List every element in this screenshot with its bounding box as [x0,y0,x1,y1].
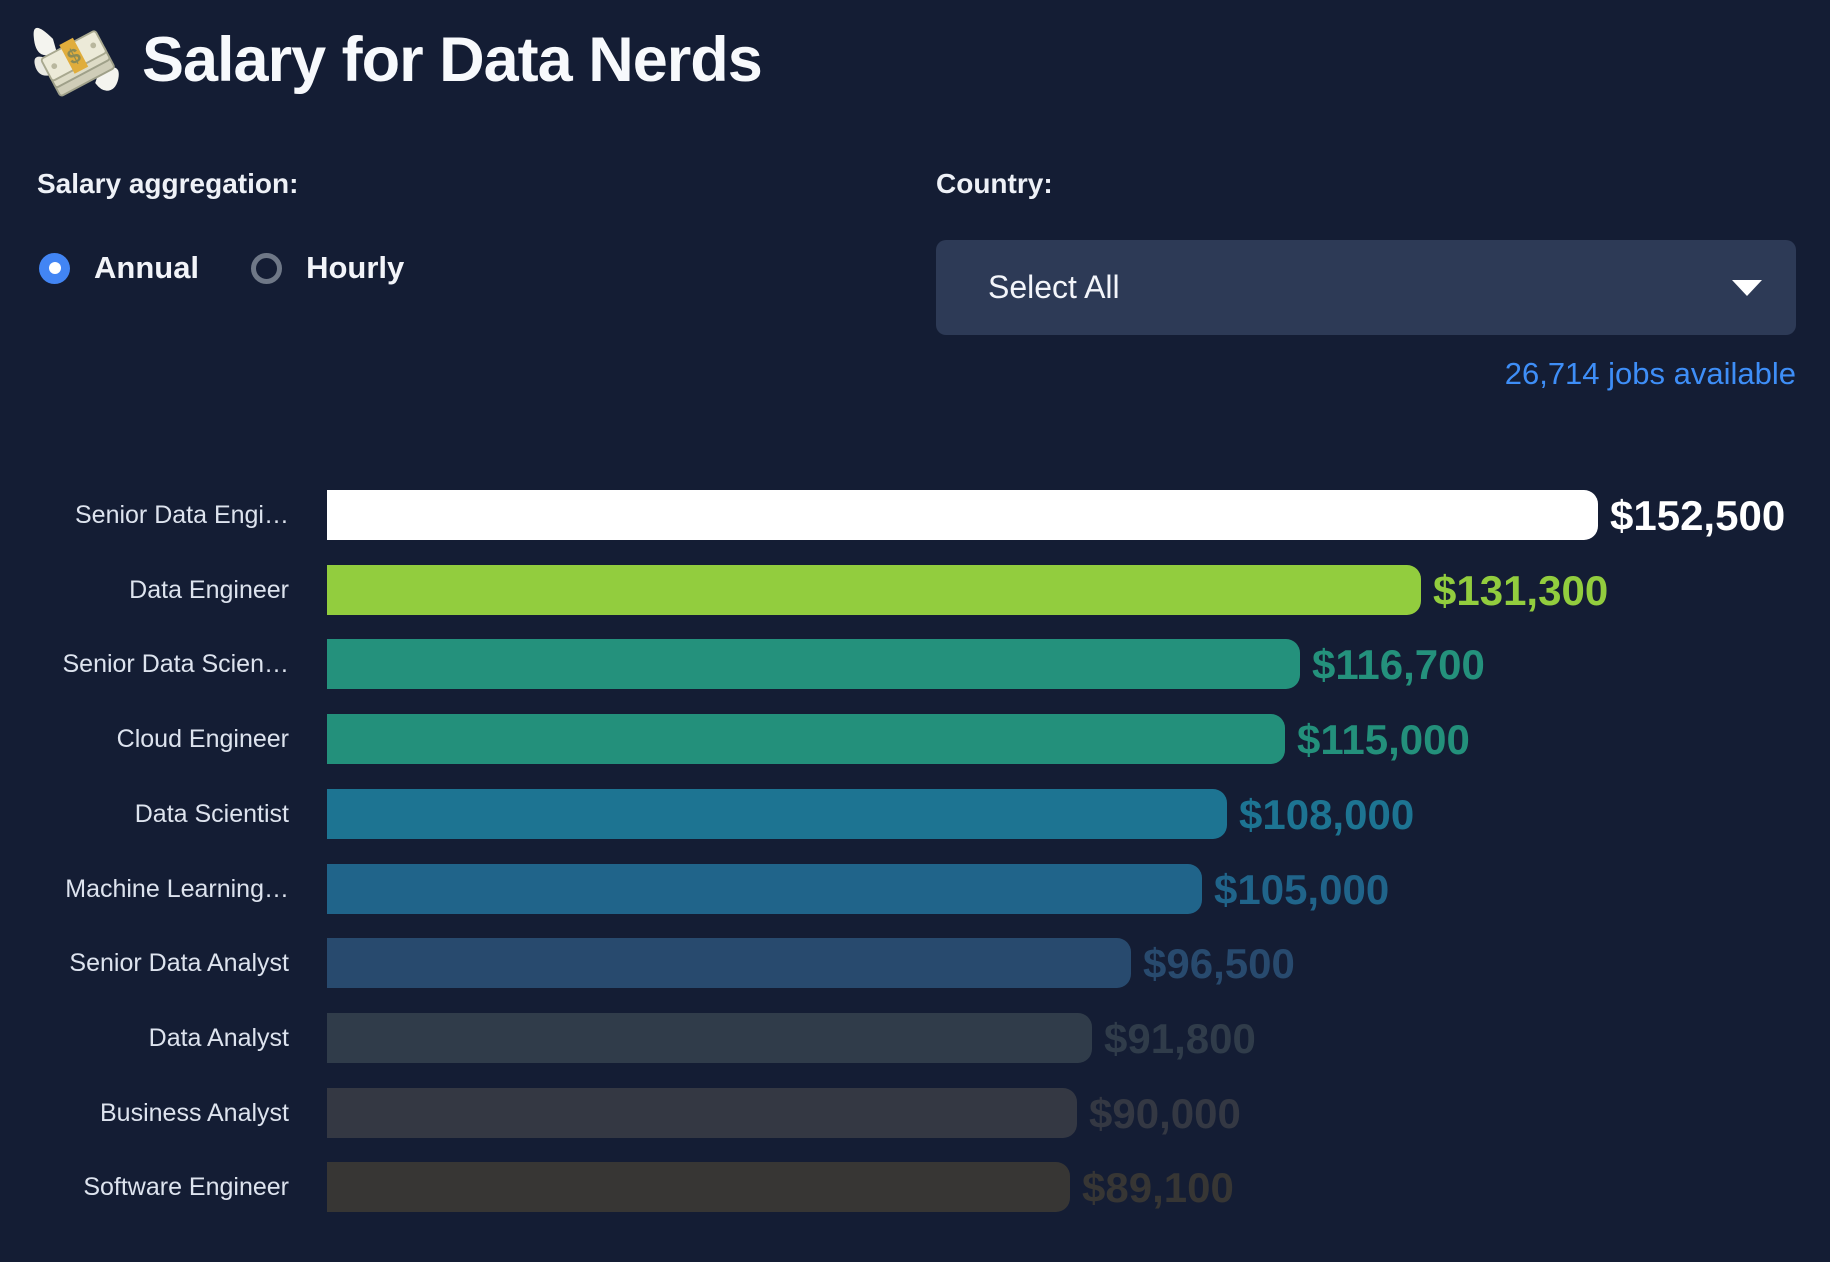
page-title: Salary for Data Nerds [142,25,763,95]
radio-option-hourly[interactable]: Hourly [251,250,404,286]
chart-row: Data Engineer $131,300 [0,565,1830,615]
salary-aggregation-radio-group: Annual Hourly [39,250,404,286]
bar-label: Data Engineer [129,576,289,604]
bar [327,864,1202,914]
bar-value: $96,500 [1143,940,1295,987]
header: $ Salary for Data Nerds [28,14,763,106]
bar [327,1088,1077,1138]
chart-row: Machine Learning… $105,000 [0,864,1830,914]
chart-row: Data Analyst $91,800 [0,1013,1830,1063]
bar [327,1162,1070,1212]
chart-row: Senior Data Scien… $116,700 [0,639,1830,689]
chart-row: Cloud Engineer $115,000 [0,714,1830,764]
chart-row: Senior Data Engi… $152,500 [0,490,1830,540]
chart-row: Data Scientist $108,000 [0,789,1830,839]
bar [327,789,1227,839]
bar [327,565,1421,615]
bar-value: $91,800 [1104,1015,1256,1062]
bar [327,1013,1092,1063]
radio-label-hourly: Hourly [306,250,405,285]
bar-value: $116,700 [1312,641,1485,688]
bar-value: $152,500 [1610,492,1786,539]
bar [327,714,1285,764]
bar-value: $108,000 [1239,791,1415,838]
salary-bar-chart: Senior Data Engi… $152,500 Data Engineer $1… [0,490,1830,1250]
chart-row: Business Analyst $90,000 [0,1088,1830,1138]
chart-row: Senior Data Analyst $96,500 [0,938,1830,988]
bar-label: Cloud Engineer [116,725,289,753]
radio-label-annual: Annual [94,250,200,285]
bar-label: Data Analyst [148,1024,289,1052]
bar-value: $131,300 [1433,567,1609,614]
bar-label: Senior Data Scien… [62,650,289,678]
salary-aggregation-label: Salary aggregation: [37,168,299,199]
country-dropdown-value: Select All [988,269,1120,305]
bar-label: Software Engineer [83,1173,289,1201]
bar-value: $115,000 [1297,716,1470,763]
bar-value: $89,100 [1082,1164,1234,1211]
bar [327,639,1300,689]
jobs-available-count: 26,714 jobs available [1504,356,1796,391]
bar-label: Machine Learning… [65,875,289,903]
chart-row: Software Engineer $89,100 [0,1162,1830,1212]
country-label: Country: [936,168,1053,199]
bar-label: Data Scientist [134,800,289,828]
bar-value: $105,000 [1214,866,1390,913]
radio-button-hourly[interactable] [251,252,283,284]
country-dropdown[interactable]: Select All [936,240,1796,335]
bar-label: Business Analyst [100,1099,289,1127]
radio-option-annual[interactable]: Annual [39,250,199,286]
bar [327,938,1131,988]
bar-value: $90,000 [1089,1090,1241,1137]
bar [327,490,1598,540]
radio-button-annual[interactable] [39,252,70,284]
chevron-down-icon [1732,279,1762,296]
bar-label: Senior Data Analyst [69,949,289,977]
bar-label: Senior Data Engi… [74,501,289,529]
money-with-wings-icon: $ [33,27,119,97]
